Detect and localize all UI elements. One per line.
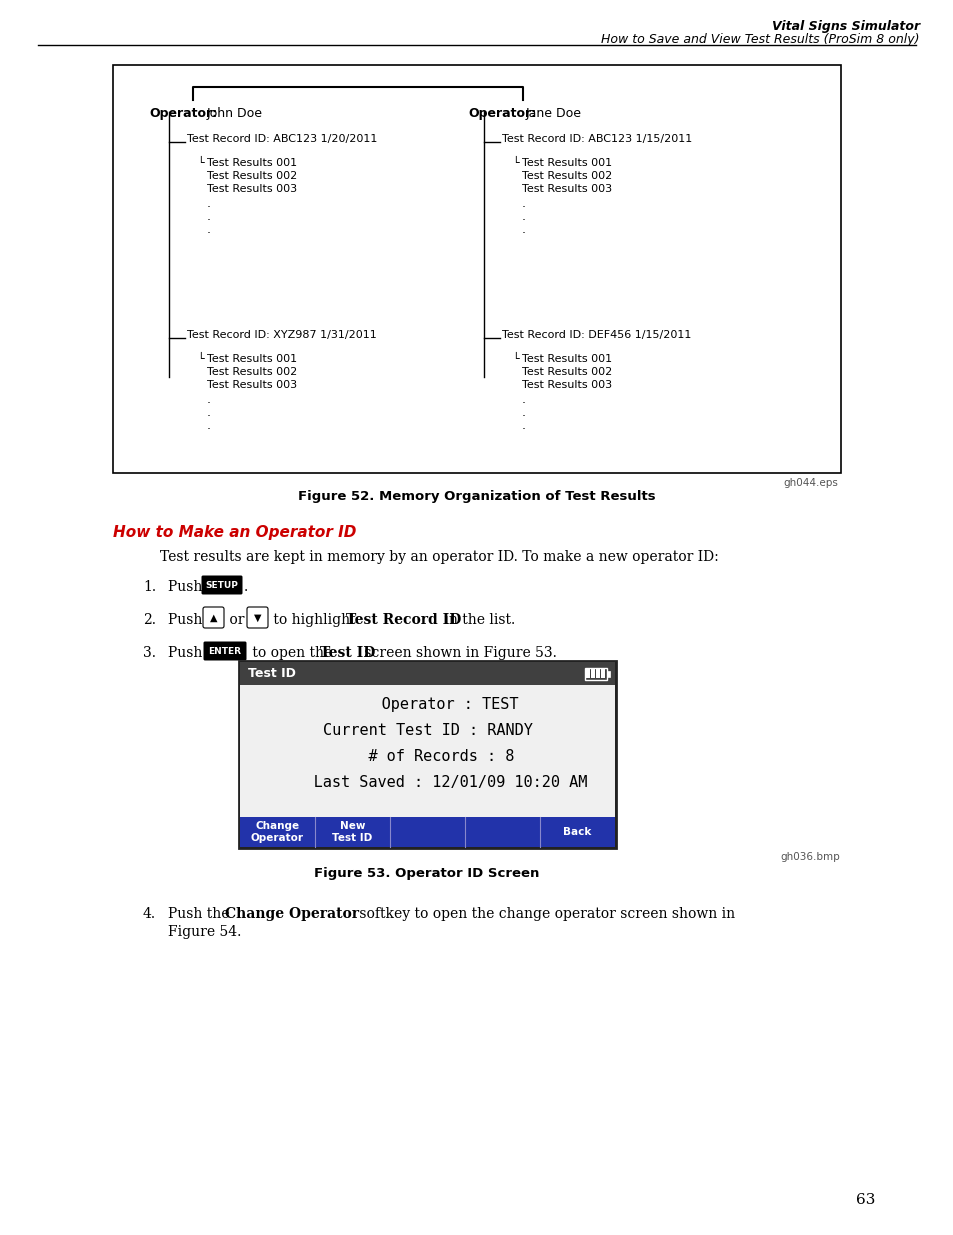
Text: Test Results 002: Test Results 002 (521, 367, 612, 377)
Text: .: . (207, 198, 211, 210)
Text: ▼: ▼ (253, 613, 261, 622)
Text: Test Record ID: ABC123 1/20/2011: Test Record ID: ABC123 1/20/2011 (187, 135, 377, 144)
Text: .: . (521, 198, 525, 210)
Text: 2.: 2. (143, 613, 156, 627)
Text: Figure 53. Operator ID Screen: Figure 53. Operator ID Screen (314, 867, 539, 881)
FancyBboxPatch shape (201, 576, 242, 594)
Text: Jane Doe: Jane Doe (525, 107, 581, 120)
Text: Operator:: Operator: (149, 107, 217, 120)
Text: Push the: Push the (168, 906, 233, 921)
Text: Test Results 001: Test Results 001 (207, 158, 296, 168)
Text: └: └ (196, 354, 204, 364)
Text: ▲: ▲ (210, 613, 217, 622)
Text: Push: Push (168, 580, 207, 594)
Text: SETUP: SETUP (205, 580, 238, 589)
Text: Test Results 002: Test Results 002 (207, 367, 297, 377)
Bar (600, 669, 604, 678)
Text: .: . (207, 224, 211, 236)
Text: Test Record ID: XYZ987 1/31/2011: Test Record ID: XYZ987 1/31/2011 (187, 330, 376, 340)
Text: .: . (521, 224, 525, 236)
Bar (240, 662, 615, 685)
Text: # of Records : 8: # of Records : 8 (340, 748, 514, 764)
Text: .: . (207, 393, 211, 406)
Text: Back: Back (562, 827, 591, 837)
Text: Test Record ID: Test Record ID (346, 613, 461, 627)
Text: Change Operator: Change Operator (225, 906, 358, 921)
Text: .: . (207, 210, 211, 224)
FancyBboxPatch shape (203, 641, 246, 661)
Text: .: . (244, 580, 248, 594)
Text: softkey to open the change operator screen shown in: softkey to open the change operator scre… (355, 906, 735, 921)
Text: Change
Operator: Change Operator (251, 821, 304, 842)
Text: screen shown in Figure 53.: screen shown in Figure 53. (359, 646, 557, 659)
Text: Test Results 003: Test Results 003 (207, 184, 296, 194)
Text: Push: Push (168, 646, 207, 659)
Bar (240, 685, 615, 818)
Text: How to Make an Operator ID: How to Make an Operator ID (112, 525, 356, 540)
Text: Test Record ID: ABC123 1/15/2011: Test Record ID: ABC123 1/15/2011 (501, 135, 692, 144)
Text: .: . (521, 419, 525, 432)
Text: to highlight: to highlight (269, 613, 359, 627)
Text: .: . (521, 393, 525, 406)
Text: Test Results 001: Test Results 001 (521, 158, 612, 168)
Text: in the list.: in the list. (439, 613, 515, 627)
Text: Operator:: Operator: (468, 107, 536, 120)
Bar (239, 661, 616, 848)
FancyBboxPatch shape (203, 606, 224, 629)
Text: to open the: to open the (248, 646, 336, 659)
Text: Operator : TEST: Operator : TEST (335, 697, 518, 713)
Text: Test Results 003: Test Results 003 (521, 380, 612, 390)
Text: or: or (225, 613, 249, 627)
Text: .: . (207, 406, 211, 419)
Text: 63: 63 (855, 1193, 874, 1207)
Text: Test Results 003: Test Results 003 (207, 380, 296, 390)
Text: Push: Push (168, 613, 207, 627)
Bar (590, 669, 595, 678)
Text: 1.: 1. (143, 580, 156, 594)
Text: .: . (207, 419, 211, 432)
Bar (606, 671, 609, 677)
Bar (584, 667, 606, 679)
Text: Figure 52. Memory Organization of Test Results: Figure 52. Memory Organization of Test R… (298, 490, 655, 503)
Bar (585, 669, 589, 678)
Text: Test Results 001: Test Results 001 (207, 354, 296, 364)
Text: Test Record ID: DEF456 1/15/2011: Test Record ID: DEF456 1/15/2011 (501, 330, 691, 340)
Text: .: . (521, 210, 525, 224)
Text: Figure 54.: Figure 54. (168, 925, 241, 939)
Text: New
Test ID: New Test ID (332, 821, 373, 842)
Text: Test Results 002: Test Results 002 (521, 170, 612, 182)
Bar (240, 818, 615, 847)
Text: Current Test ID : RANDY: Current Test ID : RANDY (322, 722, 532, 739)
Text: └: └ (512, 158, 518, 168)
Text: Test Results 002: Test Results 002 (207, 170, 297, 182)
FancyBboxPatch shape (247, 606, 268, 629)
Text: gh044.eps: gh044.eps (782, 478, 837, 488)
Text: Test ID: Test ID (319, 646, 375, 659)
Text: Test Results 003: Test Results 003 (521, 184, 612, 194)
Text: gh036.bmp: gh036.bmp (780, 852, 840, 862)
Text: Test results are kept in memory by an operator ID. To make a new operator ID:: Test results are kept in memory by an op… (160, 550, 718, 564)
Text: ENTER: ENTER (209, 646, 241, 656)
Text: └: └ (196, 158, 204, 168)
Bar (112, 65, 841, 473)
Bar (596, 669, 599, 678)
Text: Vital Signs Simulator: Vital Signs Simulator (771, 20, 919, 33)
Text: John Doe: John Doe (207, 107, 263, 120)
Text: How to Save and View Test Results (ProSim 8 only): How to Save and View Test Results (ProSi… (601, 33, 919, 46)
Text: 4.: 4. (143, 906, 156, 921)
Text: .: . (521, 406, 525, 419)
Text: 3.: 3. (143, 646, 156, 659)
Text: └: └ (512, 354, 518, 364)
Text: Test Results 001: Test Results 001 (521, 354, 612, 364)
Text: Last Saved : 12/01/09 10:20 AM: Last Saved : 12/01/09 10:20 AM (268, 776, 587, 790)
Text: Test ID: Test ID (248, 667, 295, 680)
